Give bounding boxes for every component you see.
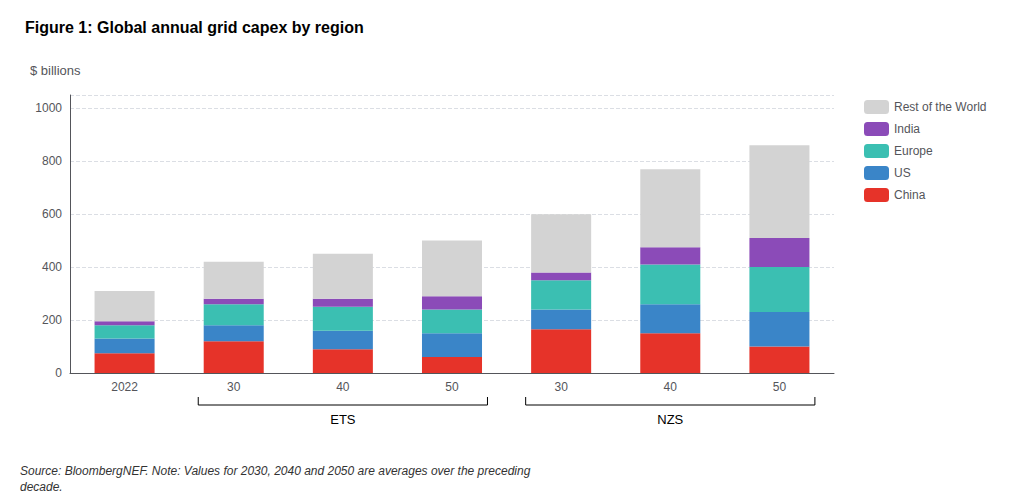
svg-text:30: 30 <box>227 380 241 394</box>
svg-text:400: 400 <box>42 260 62 274</box>
svg-text:50: 50 <box>773 380 787 394</box>
svg-text:40: 40 <box>336 380 350 394</box>
svg-text:US: US <box>894 166 911 180</box>
svg-text:200: 200 <box>42 313 62 327</box>
svg-text:2022: 2022 <box>111 380 138 394</box>
svg-text:30: 30 <box>554 380 568 394</box>
svg-text:ETS: ETS <box>330 412 356 427</box>
svg-text:Figure 1: Global annual grid c: Figure 1: Global annual grid capex by re… <box>25 19 364 36</box>
svg-text:40: 40 <box>664 380 678 394</box>
svg-text:$ billions: $ billions <box>30 63 81 78</box>
svg-text:Rest of the World: Rest of the World <box>894 100 986 114</box>
svg-text:0: 0 <box>55 366 62 380</box>
svg-text:NZS: NZS <box>657 412 683 427</box>
svg-text:800: 800 <box>42 154 62 168</box>
svg-text:Europe: Europe <box>894 144 933 158</box>
svg-text:1000: 1000 <box>35 101 62 115</box>
svg-text:India: India <box>894 122 920 136</box>
svg-text:decade.: decade. <box>20 480 63 494</box>
svg-text:600: 600 <box>42 207 62 221</box>
svg-text:50: 50 <box>445 380 459 394</box>
svg-text:China: China <box>894 188 926 202</box>
svg-text:Source: BloombergNEF. Note: Va: Source: BloombergNEF. Note: Values for 2… <box>20 464 531 478</box>
